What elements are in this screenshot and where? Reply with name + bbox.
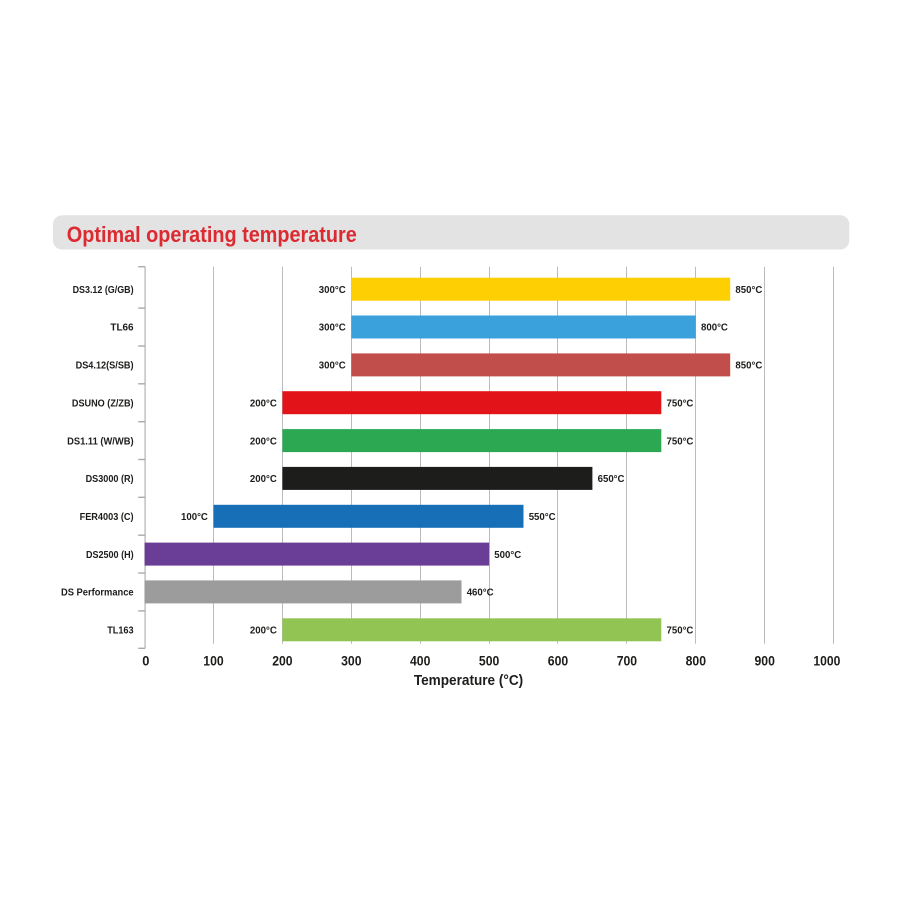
svg-text:Temperature (°C): Temperature (°C) [414,672,523,689]
svg-text:DS3.12 (G/GB): DS3.12 (G/GB) [73,285,134,296]
svg-text:300°C: 300°C [319,323,346,334]
svg-text:DS Performance: DS Performance [61,588,134,599]
svg-text:Optimal operating temperature: Optimal operating temperature [67,222,357,247]
svg-text:1000: 1000 [813,653,840,669]
svg-text:200: 200 [272,653,293,669]
svg-text:DS3000 (R): DS3000 (R) [86,474,134,485]
svg-text:800: 800 [686,653,707,669]
svg-text:650°C: 650°C [598,474,625,485]
svg-text:500: 500 [479,653,500,669]
svg-text:600: 600 [548,653,569,669]
svg-text:300°C: 300°C [319,285,346,296]
svg-text:200°C: 200°C [250,436,277,447]
svg-text:750°C: 750°C [667,436,694,447]
svg-text:TL163: TL163 [107,626,134,637]
svg-text:850°C: 850°C [735,285,762,296]
svg-text:200°C: 200°C [250,626,277,637]
svg-text:200°C: 200°C [250,474,277,485]
svg-text:DS2500 (H): DS2500 (H) [86,550,134,561]
svg-text:300°C: 300°C [319,361,346,372]
svg-text:750°C: 750°C [667,398,694,409]
svg-text:200°C: 200°C [250,398,277,409]
svg-text:DSUNO (Z/ZB): DSUNO (Z/ZB) [72,398,134,409]
svg-text:460°C: 460°C [467,588,494,599]
svg-text:900: 900 [755,653,776,669]
svg-text:100: 100 [203,653,224,669]
svg-text:850°C: 850°C [735,361,762,372]
svg-text:800°C: 800°C [701,323,728,334]
svg-text:DS4.12(S/SB): DS4.12(S/SB) [76,361,134,372]
svg-text:750°C: 750°C [667,626,694,637]
svg-text:700: 700 [617,653,638,669]
svg-text:FER4003 (C): FER4003 (C) [80,512,134,523]
svg-text:500°C: 500°C [494,550,521,561]
svg-text:DS1.11 (W/WB): DS1.11 (W/WB) [67,436,134,447]
svg-text:100°C: 100°C [181,512,208,523]
svg-text:0: 0 [142,653,149,669]
svg-text:300: 300 [341,653,362,669]
svg-text:550°C: 550°C [529,512,556,523]
svg-text:400: 400 [410,653,431,669]
svg-text:TL66: TL66 [110,323,133,334]
